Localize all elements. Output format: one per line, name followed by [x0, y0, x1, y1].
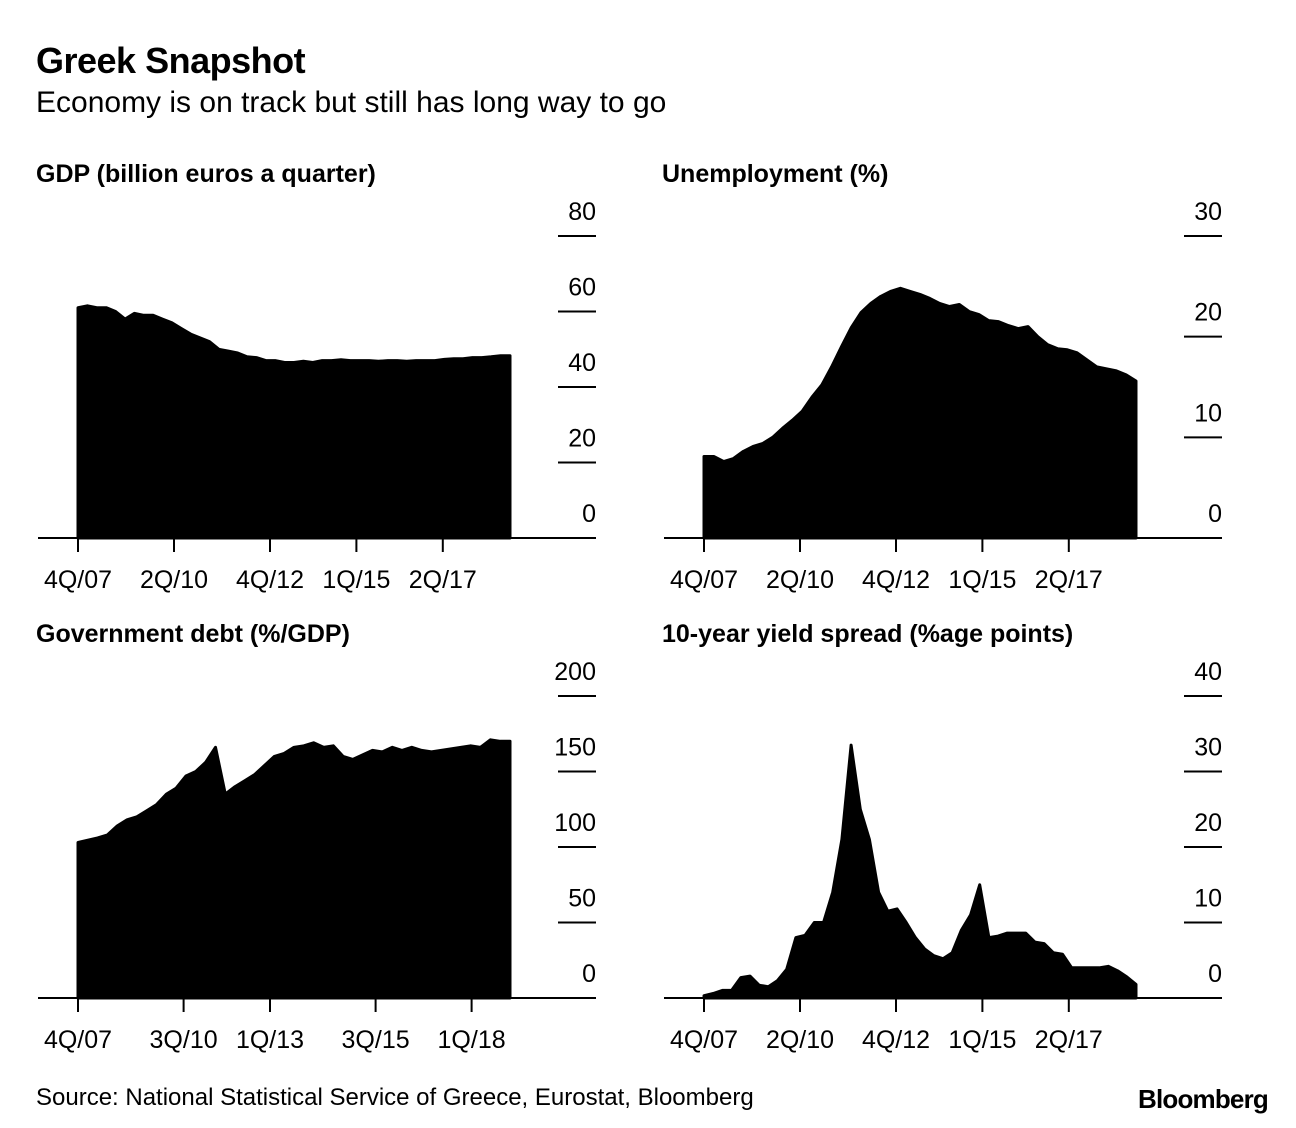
x-tick-label: 2Q/10 — [766, 1026, 834, 1054]
x-tick-label: 2Q/10 — [766, 566, 834, 594]
area-series — [76, 738, 512, 1000]
chart-title: 10-year yield spread (%age points) — [662, 620, 1074, 648]
y-tick-label: 200 — [554, 658, 596, 686]
x-tick-label: 3Q/15 — [342, 1026, 410, 1054]
area-series — [76, 304, 512, 540]
yield-spread-chart-plot: 0 10 20 30 40 4Q/07 2Q/10 4Q/12 1Q/15 2Q/17 — [664, 658, 1222, 1054]
y-tick-label: 10 — [1194, 399, 1222, 427]
x-tick-label: 1Q/15 — [948, 1026, 1016, 1054]
y-tick-label: 20 — [1194, 809, 1222, 837]
y-tick-label: 40 — [1194, 658, 1222, 686]
y-tick-label: 20 — [568, 425, 596, 453]
x-tick-label: 1Q/18 — [438, 1026, 506, 1054]
page-title: Greek Snapshot — [36, 40, 306, 81]
chart-title: Unemployment (%) — [662, 160, 889, 188]
x-tick-label: 4Q/12 — [236, 566, 304, 594]
y-tick-label: 40 — [568, 349, 596, 377]
chart-title: Government debt (%/GDP) — [36, 620, 350, 648]
page-subtitle: Economy is on track but still has long w… — [36, 86, 667, 119]
y-tick-label: 30 — [1194, 734, 1222, 762]
x-tick-label: 1Q/15 — [322, 566, 390, 594]
x-tick-label: 4Q/07 — [44, 1026, 112, 1054]
x-tick-label: 3Q/10 — [150, 1026, 218, 1054]
area-series — [702, 743, 1138, 1000]
y-tick-label: 80 — [568, 198, 596, 226]
y-tick-label: 0 — [582, 960, 596, 988]
area-series — [702, 286, 1138, 540]
y-tick-label: 20 — [1194, 299, 1222, 327]
yield-spread-chart: 10-year yield spread (%age points) 0 10 20… — [662, 620, 1262, 1070]
x-tick-label: 2Q/17 — [409, 566, 477, 594]
x-tick-label: 1Q/15 — [948, 566, 1016, 594]
x-tick-label: 4Q/07 — [670, 1026, 738, 1054]
y-tick-label: 30 — [1194, 198, 1222, 226]
y-tick-label: 0 — [582, 500, 596, 528]
y-tick-label: 60 — [568, 274, 596, 302]
source-note: Source: National Statistical Service of … — [36, 1084, 754, 1111]
unemployment-chart-plot: 0 10 20 30 4Q/07 2Q/10 4Q/12 1Q/15 2Q/17 — [664, 198, 1222, 594]
x-tick-label: 2Q/17 — [1035, 566, 1103, 594]
y-tick-label: 0 — [1208, 960, 1222, 988]
gdp-chart-plot: 0 20 40 60 80 4Q/07 2Q/10 4Q/12 1Q/15 2Q/17 — [38, 198, 596, 594]
x-tick-label: 2Q/10 — [140, 566, 208, 594]
government-debt-chart-plot: 0 50 100 150 200 4Q/07 3Q/10 1Q/13 3Q/15 1Q/18 — [38, 658, 596, 1054]
x-tick-label: 4Q/07 — [44, 566, 112, 594]
y-tick-label: 10 — [1194, 885, 1222, 913]
gdp-chart: GDP (billion euros a quarter) 0 20 40 60 80 4… — [36, 160, 636, 610]
unemployment-chart: Unemployment (%) 0 10 20 30 4Q/07 2Q/10 4Q/12 1… — [662, 160, 1262, 610]
y-tick-label: 100 — [554, 809, 596, 837]
bloomberg-logo: Bloomberg — [1137, 1084, 1269, 1114]
x-tick-label: 4Q/07 — [670, 566, 738, 594]
x-tick-label: 2Q/17 — [1035, 1026, 1103, 1054]
government-debt-chart: Government debt (%/GDP) 0 50 100 150 200 4Q/0… — [36, 620, 636, 1070]
x-tick-label: 4Q/12 — [862, 566, 930, 594]
chart-title: GDP (billion euros a quarter) — [36, 160, 376, 188]
x-tick-label: 4Q/12 — [862, 1026, 930, 1054]
y-tick-label: 0 — [1208, 500, 1222, 528]
x-tick-label: 1Q/13 — [236, 1026, 304, 1054]
y-tick-label: 150 — [554, 734, 596, 762]
y-tick-label: 50 — [568, 885, 596, 913]
